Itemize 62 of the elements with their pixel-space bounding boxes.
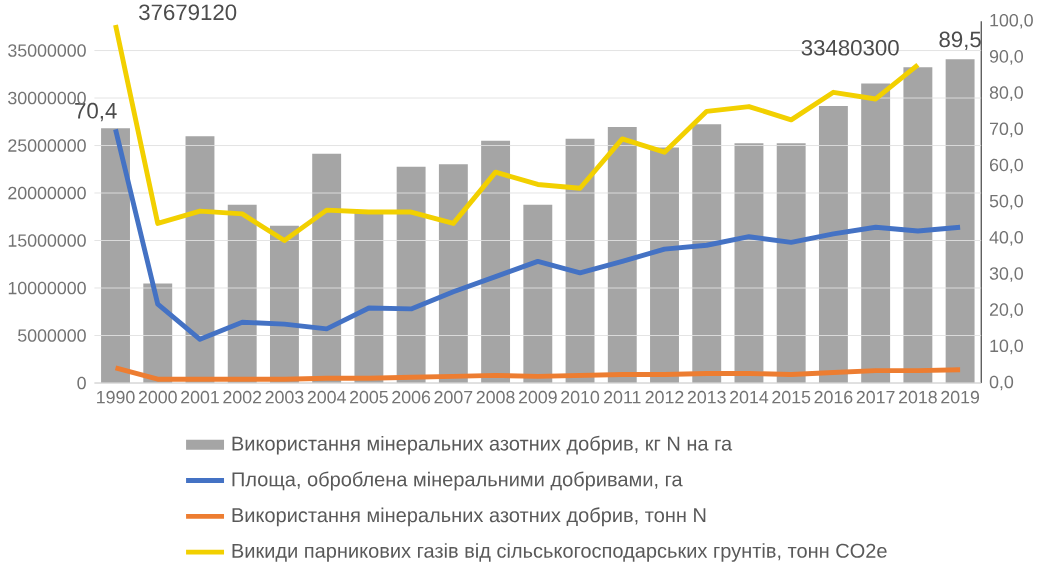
x-tick-label: 2009 [518,390,557,404]
x-tick-label: 2011 [604,390,641,404]
y-tick-label: 25000000 [8,139,86,152]
y-tick-label: 10000000 [8,281,86,295]
legend-label: Площа, оброблена мінеральними добривами, га [232,471,683,491]
bar [776,143,806,384]
y2-tick-label: 100,0 [990,13,1033,29]
y2-tick-label: 0,0 [989,375,1014,391]
x-tick-label: 2017 [856,390,895,404]
x-tick-label: 2004 [307,390,346,404]
data-label: 33480300 [801,39,899,56]
bar [607,126,637,384]
x-tick-label: 2014 [730,390,769,404]
x-tick-label: 2016 [814,390,853,404]
y2-tick-label: 30,0 [989,267,1023,282]
y2-tick-label: 90,0 [989,50,1023,65]
y-tick-label: 35000000 [8,44,86,57]
x-tick-label: 2018 [899,390,937,404]
x-tick-label: 2002 [223,390,262,404]
x-tick-label: 2001 [181,390,219,404]
bar [945,59,975,384]
x-tick-label: 2008 [476,390,515,404]
x-tick-label: 2006 [392,390,431,404]
y-tick-label: 15000000 [8,234,86,247]
y2-tick-label: 10,0 [990,339,1023,355]
legend-label: Викиди парникових газів від сільськогосподарських грунтів, тонн CO2e [232,543,887,562]
y2-tick-label: 40,0 [989,231,1023,246]
x-tick-label: 2019 [941,390,980,404]
data-label: 89,5 [939,31,981,50]
x-tick-label: 2010 [561,390,600,404]
y2-tick-label: 70,0 [989,122,1023,138]
y2-tick-label: 20,0 [989,303,1023,319]
x-tick-label: 2007 [434,390,473,404]
y2-tick-label: 80,0 [989,86,1023,102]
bar [523,204,553,384]
y-tick-label: 0 [77,376,86,390]
x-tick-label: 2015 [772,390,811,404]
x-tick-label: 2012 [645,390,684,404]
bar [396,166,426,384]
bar [650,147,679,384]
x-tick-label: 2013 [687,390,726,404]
x-tick-label: 2000 [138,390,177,404]
bar [861,83,891,384]
x-tick-label: 2003 [265,390,304,404]
bar [734,143,764,384]
bar [312,153,342,384]
legend-label: Використання мінеральних азотних добрив, кг N на га [232,435,733,455]
bar [903,67,933,384]
legend-label: Використання мінеральних азотних добрив, тонн N [232,507,706,527]
bar [101,128,130,384]
x-tick-label: 1990 [97,390,135,404]
x-tick-label: 2005 [350,390,388,404]
bar [818,105,848,384]
line-series [113,126,963,342]
data-label: 37679120 [139,4,237,21]
bar [692,124,722,384]
bar [481,140,511,384]
y-tick-label: 5000000 [18,329,86,342]
y-tick-label: 20000000 [8,186,86,200]
bar [438,164,468,384]
y2-tick-label: 50,0 [989,194,1023,210]
y2-tick-label: 60,0 [989,158,1023,174]
